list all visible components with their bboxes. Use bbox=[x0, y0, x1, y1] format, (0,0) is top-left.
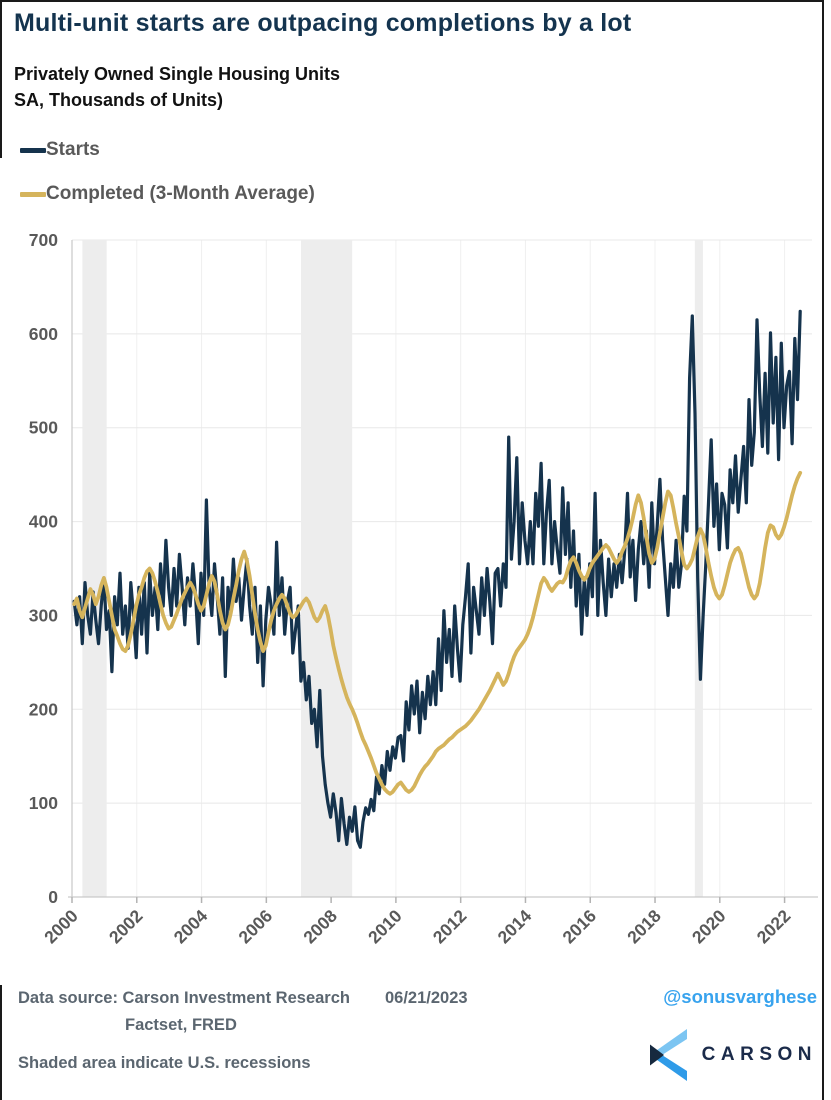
x-tick-label: 2018 bbox=[623, 906, 665, 948]
legend: Starts Completed (3-Month Average) bbox=[20, 136, 315, 224]
starts-line bbox=[72, 309, 802, 849]
legend-label-starts: Starts bbox=[46, 139, 100, 160]
x-tick-label: 2020 bbox=[688, 906, 730, 948]
chart-svg: 2000 2002 2004 2006 2008 2010 2012 2014 2016 2018… bbox=[29, 230, 818, 948]
starts-line-swatch bbox=[20, 147, 46, 153]
data-source-row: Data source: Carson Investment Research bbox=[18, 989, 350, 1008]
carson-logo-icon bbox=[649, 1029, 687, 1081]
subtitle-line-1: Privately Owned Single Housing Units bbox=[14, 64, 341, 84]
y-tick-label: 500 bbox=[29, 418, 58, 438]
recession-note: Shaded area indicate U.S. recessions bbox=[18, 1054, 311, 1072]
x-tick-label: 2022 bbox=[753, 906, 795, 948]
chart: 2000 2002 2004 2006 2008 2010 2012 2014 2016 2018… bbox=[29, 230, 818, 948]
completed-line bbox=[72, 470, 803, 796]
page-title: Multi-unit starts are outpacing completi… bbox=[14, 9, 632, 37]
legend-item-completed: Completed (3-Month Average) bbox=[20, 180, 315, 208]
y-tick-label: 700 bbox=[29, 230, 58, 250]
window-border-top bbox=[0, 0, 824, 2]
x-tick-label: 2014 bbox=[494, 906, 536, 948]
twitter-handle: @sonusvarghese bbox=[663, 986, 817, 1007]
x-tick-label: 2004 bbox=[170, 906, 212, 948]
window-border-left-bottom bbox=[0, 985, 2, 1100]
x-tick-label: 2012 bbox=[429, 906, 471, 948]
footer: Data source: Carson Investment Research … bbox=[0, 980, 831, 1100]
recession-band bbox=[82, 240, 107, 897]
x-tick-label: 2008 bbox=[299, 906, 341, 948]
subtitle: Privately Owned Single Housing Units SA,… bbox=[14, 61, 714, 113]
legend-label-completed: Completed (3-Month Average) bbox=[46, 183, 315, 204]
y-tick-label: 300 bbox=[29, 605, 58, 625]
y-tick-label: 0 bbox=[48, 887, 58, 907]
y-tick-label: 100 bbox=[29, 793, 58, 813]
y-tick-label: 600 bbox=[29, 324, 58, 344]
x-tick-label: 2016 bbox=[558, 906, 600, 948]
x-tick-label: 2010 bbox=[364, 906, 406, 948]
data-source-line2: Factset, FRED bbox=[125, 1016, 237, 1034]
data-source-value: Carson Investment Research bbox=[122, 989, 350, 1007]
report-date: 06/21/2023 bbox=[385, 989, 468, 1007]
y-tick-label: 200 bbox=[29, 699, 58, 719]
x-tick-label: 2000 bbox=[40, 906, 82, 948]
legend-item-starts: Starts bbox=[20, 136, 315, 164]
carson-logo: CARSON bbox=[647, 1028, 817, 1082]
data-source-label: Data source: bbox=[18, 989, 118, 1007]
x-tick-label: 2002 bbox=[105, 906, 147, 948]
window-border-right bbox=[822, 0, 824, 1100]
carson-wordmark: CARSON bbox=[701, 1044, 817, 1065]
subtitle-line-2: SA, Thousands of Units) bbox=[14, 90, 223, 110]
window-border-left-top bbox=[0, 0, 2, 158]
completed-line-swatch bbox=[20, 191, 46, 197]
y-tick-label: 400 bbox=[29, 512, 58, 532]
x-tick-label: 2006 bbox=[234, 906, 276, 948]
